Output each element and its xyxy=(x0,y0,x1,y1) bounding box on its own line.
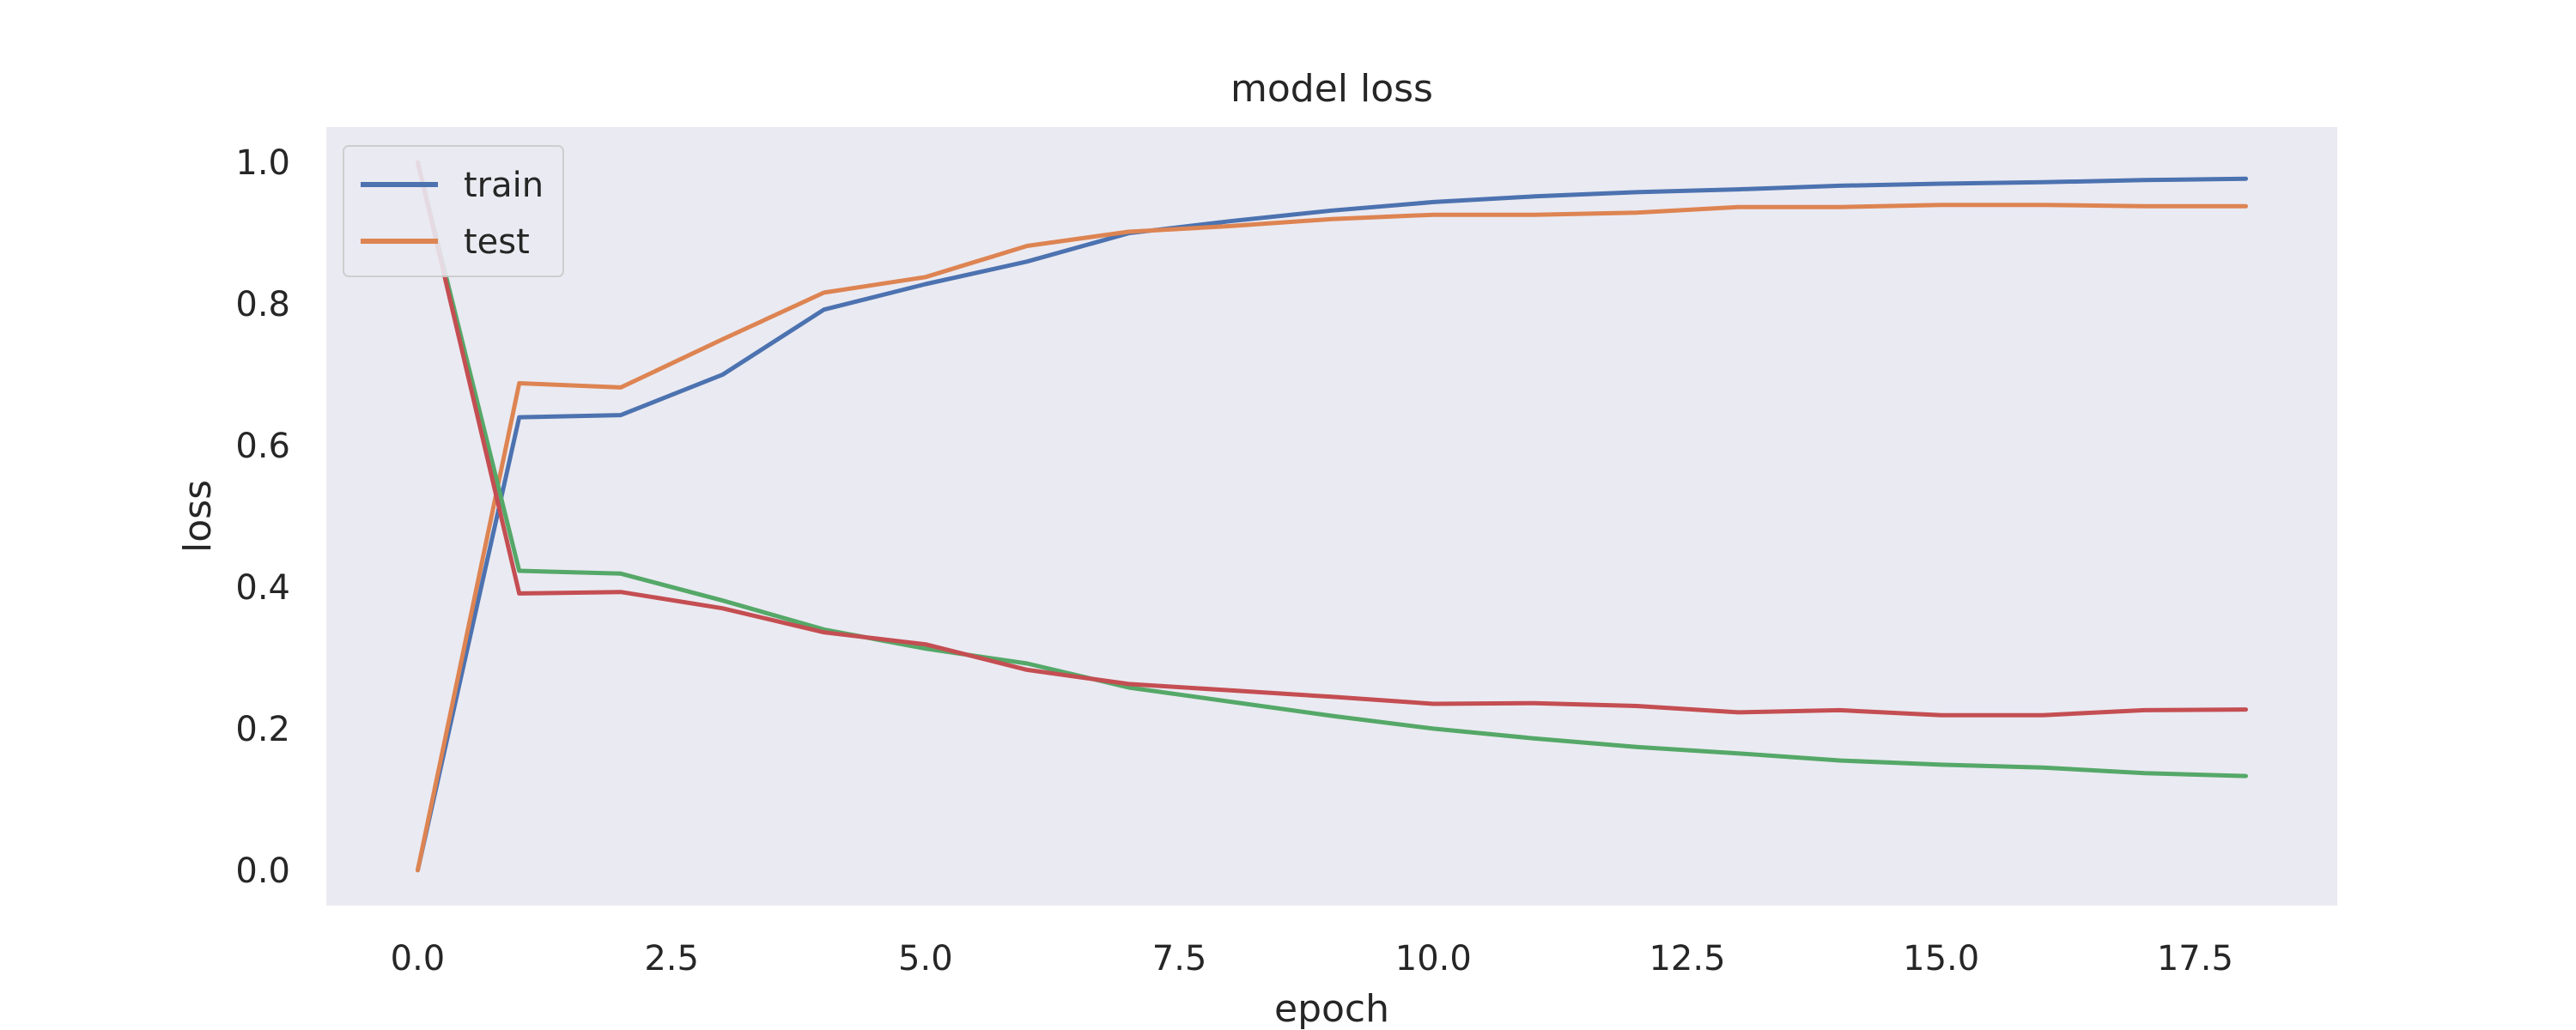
legend-label-test: test xyxy=(464,222,530,262)
series-line-unnamed-2 xyxy=(416,160,2248,779)
x-tick-label: 10.0 xyxy=(1395,939,1472,978)
series-line-unnamed-3 xyxy=(416,160,2248,718)
x-tick-label: 12.5 xyxy=(1649,939,1725,978)
legend: train test xyxy=(343,145,564,277)
x-tick-label: 15.0 xyxy=(1903,939,1979,978)
series-line-test xyxy=(416,203,2248,873)
y-tick-label: 1.0 xyxy=(235,143,290,183)
y-axis-label: loss xyxy=(176,480,220,553)
x-axis-label: epoch xyxy=(1274,987,1389,1030)
x-tick-label: 17.5 xyxy=(2157,939,2233,978)
y-tick-label: 0.6 xyxy=(235,427,290,466)
x-tick-label: 0.0 xyxy=(391,939,446,978)
y-tick-label: 0.0 xyxy=(235,851,290,891)
x-tick-label: 7.5 xyxy=(1152,939,1207,978)
y-tick-label: 0.4 xyxy=(235,568,290,608)
x-tick-label: 5.0 xyxy=(898,939,953,978)
legend-label-train: train xyxy=(464,166,544,205)
series-line-train xyxy=(416,176,2248,873)
chart-title: model loss xyxy=(1230,67,1433,111)
series-layer xyxy=(416,160,2248,873)
y-axis-ticks: 0.0 0.2 0.4 0.6 0.8 1.0 xyxy=(235,143,290,891)
plot-area xyxy=(326,127,2337,906)
x-tick-label: 2.5 xyxy=(644,939,699,978)
x-axis-ticks: 0.0 2.5 5.0 7.5 10.0 12.5 15.0 17.5 xyxy=(391,939,2233,978)
y-tick-label: 0.2 xyxy=(235,710,290,749)
y-tick-label: 0.8 xyxy=(235,285,290,324)
